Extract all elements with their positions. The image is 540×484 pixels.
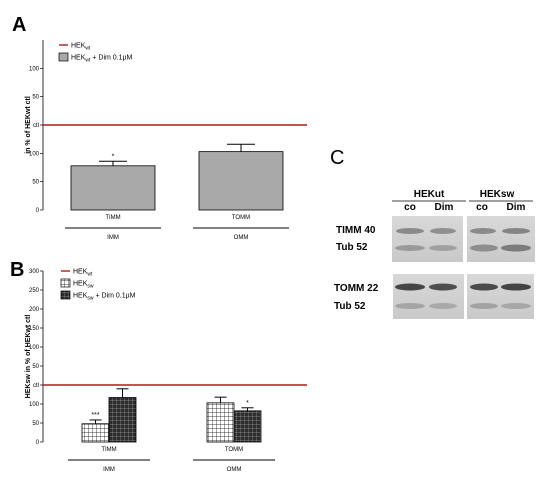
blot-band	[470, 283, 498, 291]
y-tick-label: 300	[29, 269, 40, 275]
x-tick-label: TOMM	[225, 447, 243, 453]
x-tick-label: TOMM	[232, 215, 250, 221]
blot-lane-label: Dim	[435, 202, 454, 213]
y-tick-label: 50	[32, 95, 39, 101]
y-tick-label: 0	[36, 440, 40, 446]
y-tick-label: ctl	[33, 383, 39, 389]
bar	[108, 397, 137, 443]
blot-band	[501, 283, 531, 291]
blot-row-label: Tub 52	[334, 301, 366, 312]
bar	[70, 165, 156, 211]
y-tick-label: 100	[29, 66, 40, 72]
blot-lane-label: Dim	[507, 202, 526, 213]
significance-mark: *	[246, 400, 249, 407]
bar	[206, 402, 235, 443]
significance-mark: ***	[91, 412, 99, 419]
y-tick-label: 250	[29, 288, 40, 294]
blot-band	[501, 244, 531, 252]
bar	[233, 410, 262, 443]
blot-band	[395, 303, 425, 309]
y-tick-label: ctl	[33, 123, 39, 129]
blot-row-label: TIMM 40	[336, 225, 376, 236]
blot-band	[429, 245, 457, 251]
western-blot: HEKut HEKsw co Dim co Dim TIMM 40 Tub 52…	[334, 189, 535, 319]
legend-swatch	[60, 290, 71, 300]
significance-mark: *	[112, 153, 115, 160]
panel-label-b: B	[10, 259, 24, 281]
blot-row-label: TOMM 22	[334, 283, 379, 294]
blot-band	[501, 303, 531, 309]
blot-band	[395, 245, 425, 251]
blot-membrane	[467, 216, 535, 262]
blot-band	[470, 303, 498, 309]
panel-label-c: C	[330, 147, 344, 169]
legend-label: HEKwt	[73, 269, 93, 278]
blot-band	[395, 283, 425, 291]
y-tick-label: 100	[29, 151, 40, 157]
panel-label-a: A	[12, 14, 26, 36]
blot-band	[502, 228, 530, 234]
blot-membrane	[467, 274, 534, 319]
y-tick-label: 100	[29, 402, 40, 408]
blot-lane-label: co	[404, 202, 416, 213]
y-tick-label: 150	[29, 326, 40, 332]
group-label: IMM	[107, 235, 119, 241]
y-tick-label: 50	[32, 364, 39, 370]
x-tick-label: TIMM	[101, 447, 116, 453]
blot-band	[429, 303, 457, 309]
y-tick-label: 50	[32, 421, 39, 427]
legend-label: HEKsw	[73, 281, 94, 290]
group-label: IMM	[103, 467, 115, 473]
blot-membrane	[393, 274, 464, 319]
legend-swatch	[58, 52, 69, 62]
y-tick-label: 100	[29, 345, 40, 351]
blot-row-label: Tub 52	[336, 242, 368, 253]
group-label: OMM	[227, 467, 242, 473]
blot-band	[429, 283, 457, 291]
legend-label: HEKsw + Dim 0.1µM	[73, 293, 136, 302]
x-tick-label: TIMM	[105, 215, 120, 221]
blot-band	[396, 228, 424, 234]
y-tick-label: 200	[29, 307, 40, 313]
legend-label: HEKwt + Dim 0.1µM	[71, 55, 133, 64]
bar	[198, 151, 284, 211]
group-label: OMM	[234, 235, 249, 241]
blot-band	[430, 228, 456, 234]
chart-b: 0 50 100 ctl 50 100 150 200 250 300 HEKsw in % of …	[25, 269, 307, 473]
y-axis-label: in % of HEKwt ctl	[25, 96, 32, 154]
legend-swatch	[60, 278, 71, 288]
blot-membrane	[392, 216, 463, 262]
blot-band	[470, 244, 498, 252]
blot-band	[470, 228, 496, 234]
blot-group-label: HEKut	[414, 189, 445, 200]
blot-lane-label: co	[476, 202, 488, 213]
bar	[81, 423, 110, 443]
y-tick-label: 50	[32, 180, 39, 186]
blot-group-label: HEKsw	[480, 189, 515, 200]
y-tick-label: 0	[36, 208, 40, 214]
legend-label: HEKwt	[71, 43, 91, 52]
y-axis-label: HEKsw in % of HEKwt ctl	[25, 315, 32, 399]
